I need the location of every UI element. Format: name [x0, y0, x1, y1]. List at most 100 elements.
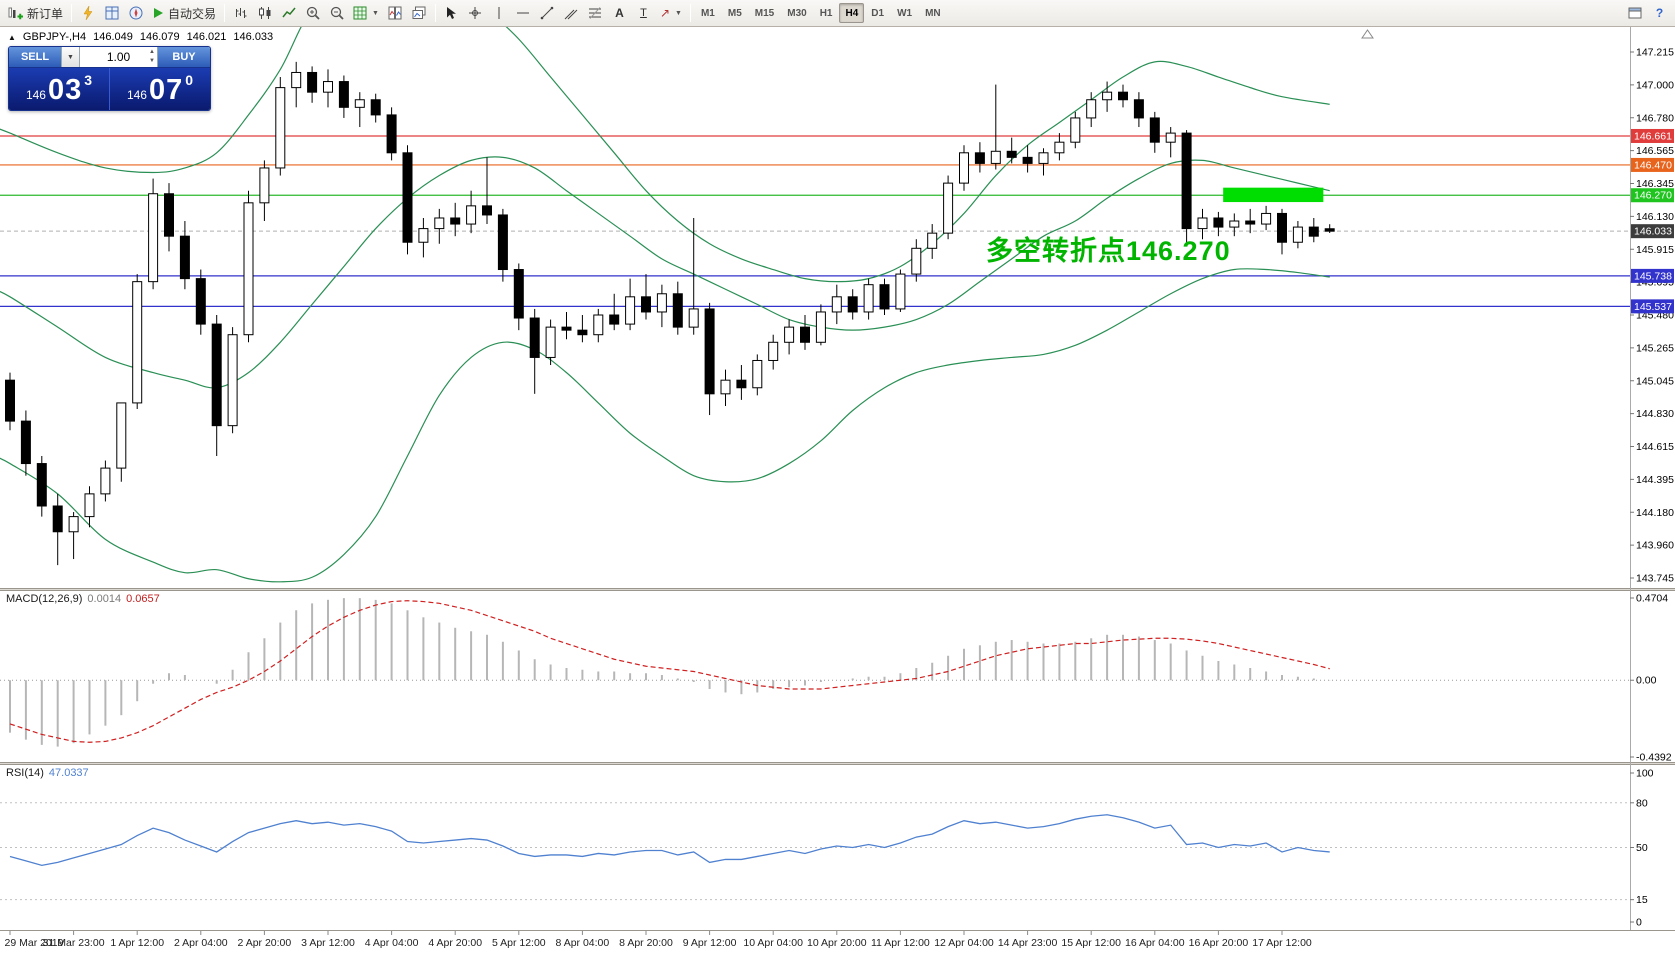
label-tool-button[interactable]: T — [632, 2, 655, 24]
candle — [354, 99, 365, 108]
buy-price-display[interactable]: 146 07 0 — [110, 68, 210, 110]
timeframe-d1[interactable]: D1 — [871, 7, 885, 19]
volume-spinner[interactable]: ▲ ▼ — [149, 49, 155, 64]
cascade-windows-button[interactable] — [408, 2, 431, 24]
tile-windows-button[interactable] — [384, 2, 407, 24]
candle — [1229, 220, 1240, 228]
label-tool-icon: T — [640, 7, 647, 19]
horizontal-line-icon — [517, 12, 530, 14]
candle — [863, 284, 874, 313]
timeframe-m15[interactable]: M15 — [754, 7, 775, 19]
timeframe-h1[interactable]: H1 — [819, 7, 833, 19]
pivot-annotation-text: 多空转折点146.270 — [986, 236, 1231, 266]
timeframe-mn[interactable]: MN — [925, 7, 941, 19]
tile-windows-icon — [388, 6, 402, 20]
candle — [593, 314, 604, 336]
sell-button[interactable]: SELL — [9, 47, 61, 67]
navigator-icon — [129, 6, 143, 20]
candle — [704, 308, 715, 395]
price-tick: 145.915 — [1636, 244, 1674, 256]
timeframe-h4[interactable]: H4 — [839, 3, 865, 23]
data-window-button[interactable] — [100, 2, 123, 24]
candle — [1292, 226, 1303, 243]
candle — [323, 81, 333, 93]
candle — [68, 516, 79, 533]
help-button[interactable]: ? — [1648, 2, 1671, 24]
text-tool-button[interactable]: A — [608, 2, 631, 24]
arrows-tool-button[interactable]: ↗ ▼ — [656, 2, 686, 24]
horizontal-line-tool-button[interactable] — [512, 2, 535, 24]
macd-main-value: 0.0014 — [87, 593, 122, 605]
candle — [370, 99, 381, 116]
candle — [1245, 220, 1256, 225]
zoom-out-button[interactable] — [325, 2, 348, 24]
macd-indicator-label: MACD(12,26,9) 0.0014 0.0657 — [6, 593, 160, 605]
time-tick: 10 Apr 04:00 — [743, 937, 803, 949]
sell-price-display[interactable]: 146 03 3 — [9, 68, 109, 110]
time-tick: 8 Apr 20:00 — [619, 937, 673, 949]
timeframe-m5[interactable]: M5 — [727, 7, 742, 19]
vertical-line-icon — [498, 7, 500, 19]
candlestick-mode-button[interactable] — [253, 2, 276, 24]
candle — [1118, 91, 1128, 101]
price-label-146.470-bg — [1631, 157, 1674, 172]
one-click-collapse-icon[interactable]: ▲ — [8, 32, 16, 42]
new-chart-button[interactable]: ▼ — [349, 2, 383, 24]
candle — [1324, 228, 1335, 232]
price-label-145.537-bg — [1631, 299, 1674, 314]
timeframe-m30[interactable]: M30 — [787, 7, 807, 19]
candle — [466, 205, 477, 225]
rsi-indicator-label: RSI(14) 47.0337 — [6, 767, 89, 779]
candle — [1006, 150, 1017, 158]
price-label-146.661-bg — [1631, 128, 1674, 143]
zoom-in-button[interactable] — [301, 2, 324, 24]
line-chart-mode-button[interactable] — [277, 2, 300, 24]
price-tick: 147.000 — [1636, 79, 1674, 91]
price-tick: 147.215 — [1636, 47, 1674, 59]
fibonacci-tool-button[interactable] — [584, 2, 607, 24]
navigator-button[interactable] — [124, 2, 147, 24]
time-tick: 29 Mar 2019 — [5, 937, 64, 949]
timeframe-m1[interactable]: M1 — [700, 7, 715, 19]
buy-button[interactable]: BUY — [158, 47, 210, 67]
price-tick: 144.180 — [1636, 507, 1674, 519]
symbol-period-label: GBPJPY-,H4 — [22, 31, 87, 43]
price-label-146.470: 146.470 — [1634, 159, 1672, 171]
fullscreen-button[interactable] — [1623, 2, 1646, 24]
volume-dropdown[interactable]: ▼ — [61, 47, 80, 67]
ohlc-high: 146.079 — [139, 31, 180, 43]
candle — [768, 341, 779, 361]
candle — [243, 202, 254, 336]
candle — [148, 193, 159, 283]
bar-chart-mode-button[interactable] — [229, 2, 252, 24]
volume-input[interactable]: 1.00 ▲ ▼ — [80, 47, 158, 67]
candle — [116, 402, 127, 469]
price-label-146.661: 146.661 — [1634, 130, 1672, 142]
arrow-tool-icon: ↗ — [659, 6, 671, 20]
timeframe-w1[interactable]: W1 — [897, 7, 913, 19]
candle — [132, 281, 143, 404]
cursor-tool-button[interactable] — [440, 2, 463, 24]
price-tick: 144.395 — [1636, 474, 1674, 486]
candle — [386, 114, 397, 154]
vertical-line-tool-button[interactable] — [488, 2, 511, 24]
channel-tool-button[interactable] — [560, 2, 583, 24]
bollinger-lower — [0, 268, 1330, 583]
new-order-button[interactable]: 新订单 — [4, 2, 67, 24]
buy-price-pip: 0 — [185, 72, 194, 88]
candle — [609, 314, 620, 325]
crosshair-tool-button[interactable] — [464, 2, 487, 24]
candle — [164, 193, 174, 237]
candle — [36, 463, 47, 507]
candle — [513, 269, 524, 319]
time-tick: 9 Apr 12:00 — [683, 937, 737, 949]
auto-trading-label: 自动交易 — [168, 6, 217, 21]
auto-trading-button[interactable]: 自动交易 — [148, 2, 220, 24]
toolbar-separator — [224, 4, 226, 22]
candle — [831, 296, 842, 313]
time-tick: 14 Apr 23:00 — [998, 937, 1058, 949]
metaeditor-button[interactable] — [76, 2, 99, 24]
candle — [275, 87, 286, 169]
trendline-tool-button[interactable] — [536, 2, 559, 24]
